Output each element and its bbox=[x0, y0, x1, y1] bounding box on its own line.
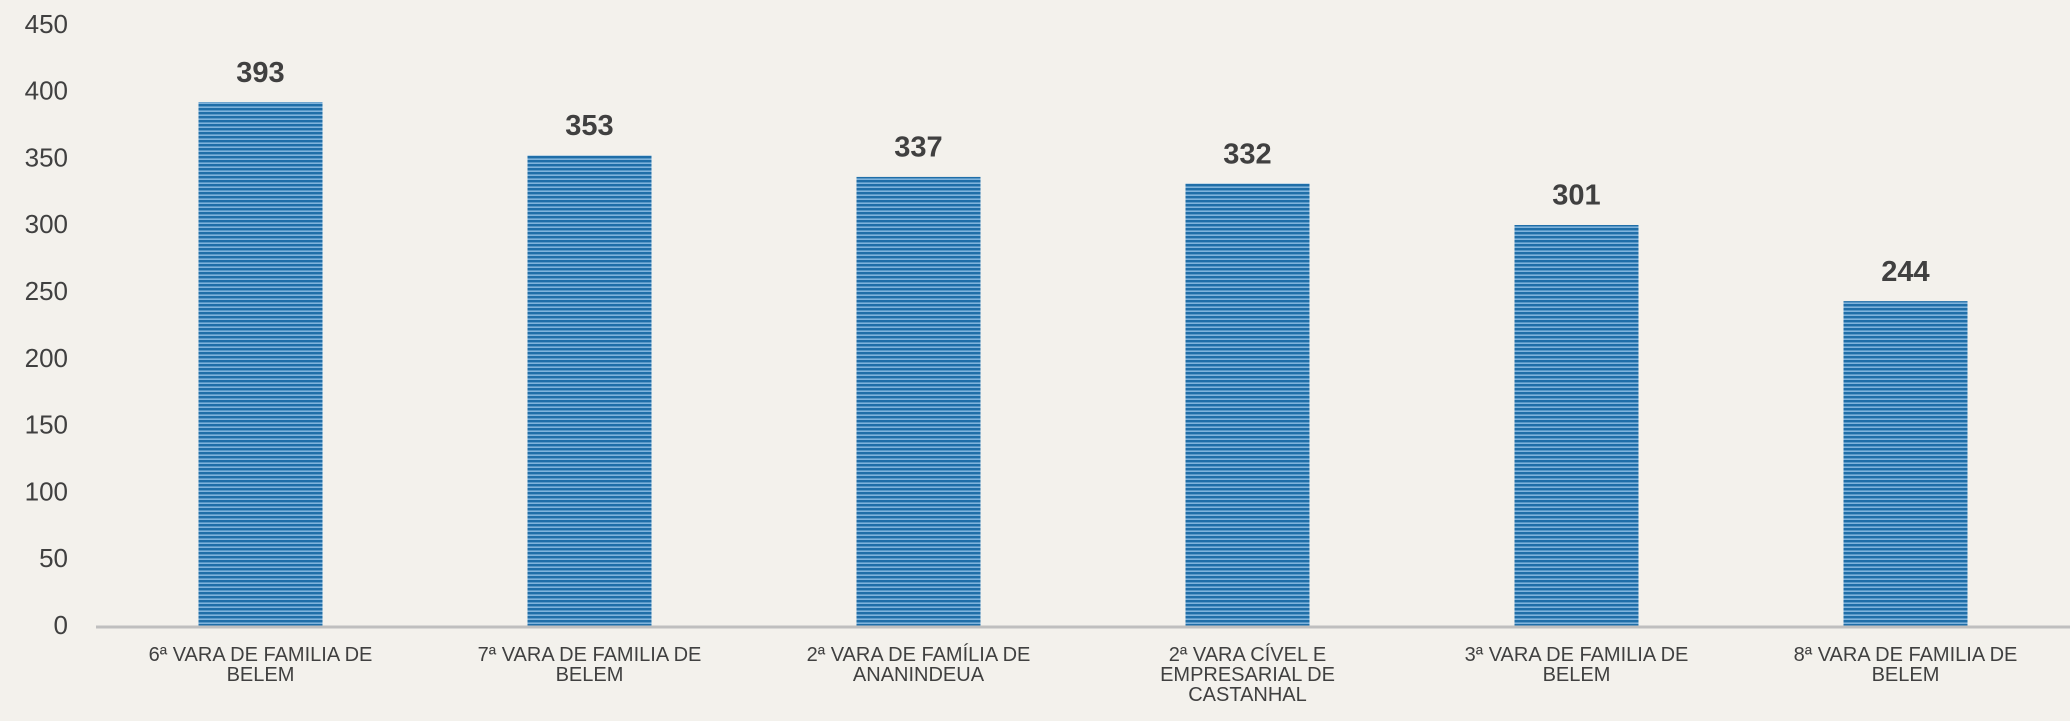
data-label: 353 bbox=[565, 110, 613, 142]
bar bbox=[1185, 183, 1310, 627]
bar bbox=[1514, 224, 1639, 627]
y-tick-label: 100 bbox=[25, 476, 68, 506]
y-tick-label: 350 bbox=[25, 142, 68, 172]
data-label: 332 bbox=[1223, 138, 1271, 170]
x-tick-label: 7ª VARA DE FAMILIA DE BELEM bbox=[477, 644, 702, 686]
x-tick-label: 3ª VARA DE FAMILIA DE BELEM bbox=[1464, 644, 1689, 686]
y-tick-label: 400 bbox=[25, 76, 68, 106]
bar bbox=[1843, 301, 1968, 627]
data-label: 301 bbox=[1552, 180, 1600, 212]
x-tick-label: 8ª VARA DE FAMILIA DE BELEM bbox=[1793, 644, 2018, 686]
x-tick-label: 2ª VARA DE FAMÍLIA DE ANANINDEUA bbox=[806, 644, 1031, 686]
y-tick-label: 250 bbox=[25, 276, 68, 306]
y-tick-label: 300 bbox=[25, 209, 68, 239]
y-tick-label: 200 bbox=[25, 343, 68, 373]
y-tick-label: 450 bbox=[25, 9, 68, 39]
data-label: 393 bbox=[236, 57, 284, 89]
x-tick-label: 2ª VARA CÍVEL E EMPRESARIAL DE CASTANHAL bbox=[1160, 644, 1335, 706]
y-tick-label: 150 bbox=[25, 410, 68, 440]
x-tick-label: 6ª VARA DE FAMILIA DE BELEM bbox=[148, 644, 373, 686]
bar bbox=[856, 176, 981, 627]
data-label: 337 bbox=[894, 132, 942, 164]
data-label: 244 bbox=[1881, 256, 1929, 288]
y-tick-label: 50 bbox=[39, 543, 68, 573]
y-tick-label: 0 bbox=[54, 610, 68, 640]
bar bbox=[527, 155, 652, 627]
bar bbox=[198, 102, 323, 628]
